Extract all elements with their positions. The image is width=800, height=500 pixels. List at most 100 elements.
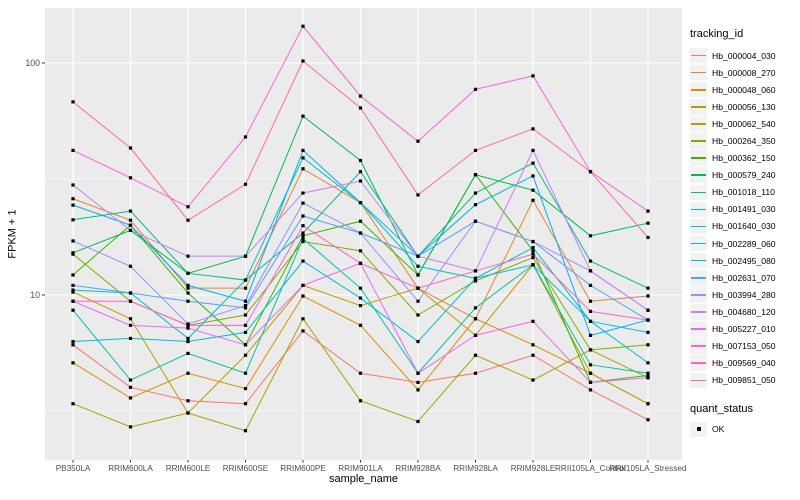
- data-point-Hb_009569_040: [416, 286, 420, 290]
- legend: tracking_id Hb_000004_030 Hb_000008_270 Hb…: [690, 28, 798, 438]
- data-point-Hb_000579_240: [531, 188, 535, 192]
- legend-item-label: Hb_004680_120: [712, 306, 776, 317]
- legend-key-line-icon: [690, 116, 707, 132]
- legend-key-line-icon: [690, 252, 707, 269]
- legend-key-line-icon: [690, 372, 707, 389]
- legend-key-line-icon: [690, 304, 707, 320]
- legend-item-label: Hb_000056_130: [712, 101, 776, 112]
- data-point-Hb_009569_040: [588, 309, 593, 313]
- legend-key-line-icon: [690, 235, 707, 252]
- black-square-marker-icon: [696, 427, 701, 432]
- data-point-Hb_001491_030: [301, 237, 305, 241]
- legend-item-label: Hb_007153_050: [712, 341, 776, 352]
- legend-key-line-icon: [690, 201, 707, 218]
- data-point-Hb_009851_050: [128, 146, 133, 150]
- data-point-Hb_000062_540: [71, 402, 75, 406]
- x-tick-label: RRIM928LA: [453, 464, 498, 473]
- data-point-Hb_000579_240: [473, 173, 478, 177]
- data-point-Hb_000579_240: [646, 221, 650, 225]
- data-point-Hb_000048_060: [473, 317, 478, 321]
- legend-item-label: Hb_002631_070: [712, 272, 776, 283]
- data-point-Hb_000264_350: [358, 249, 363, 253]
- data-point-Hb_007153_050: [301, 24, 305, 28]
- data-point-Hb_003994_280: [358, 231, 363, 235]
- legend-item-label: Hb_009569_040: [712, 358, 776, 369]
- x-tick-label: RRIM600PE: [280, 464, 326, 473]
- legend-key-line-icon: [690, 338, 707, 354]
- data-point-Hb_000056_130: [71, 290, 75, 294]
- data-point-Hb_000004_030: [301, 329, 305, 333]
- data-point-Hb_002631_070: [588, 283, 593, 287]
- data-point-Hb_001018_110: [588, 259, 593, 263]
- legend-line-swatch: [691, 54, 706, 57]
- data-point-Hb_000004_030: [71, 343, 75, 347]
- data-point-Hb_000062_540: [416, 419, 420, 424]
- legend-item: Hb_003994_280: [690, 286, 798, 303]
- legend-item-label: Hb_000048_060: [712, 84, 776, 95]
- data-point-Hb_003994_280: [416, 299, 420, 303]
- y-axis-title: FPKM + 1: [7, 209, 19, 259]
- data-point-Hb_001018_110: [71, 218, 75, 222]
- legend-key-line-icon: [690, 355, 707, 371]
- data-point-Hb_002289_060: [128, 336, 133, 341]
- data-point-Hb_009851_050: [416, 193, 420, 197]
- data-point-Hb_001491_030: [473, 306, 478, 310]
- data-point-Hb_000004_030: [358, 371, 363, 375]
- data-point-Hb_007153_050: [243, 135, 248, 139]
- data-point-Hb_000048_060: [358, 323, 363, 327]
- data-point-Hb_000062_540: [243, 429, 248, 433]
- legend-item-label: Hb_001018_110: [712, 187, 775, 198]
- legend-item-label: Hb_001491_030: [712, 204, 776, 215]
- data-point-Hb_000004_030: [416, 380, 420, 385]
- data-point-Hb_000062_540: [358, 399, 363, 403]
- data-point-Hb_002495_080: [358, 201, 363, 205]
- data-point-Hb_000008_270: [588, 299, 593, 303]
- data-point-Hb_000362_150: [646, 373, 650, 378]
- data-point-Hb_000579_240: [301, 114, 305, 118]
- data-point-Hb_002289_060: [416, 339, 420, 344]
- data-point-Hb_000264_350: [243, 313, 248, 317]
- legend-item: Hb_000579_240: [690, 167, 798, 184]
- data-point-Hb_002289_060: [358, 296, 363, 300]
- legend-line-swatch: [691, 242, 706, 245]
- data-point-Hb_000056_130: [243, 353, 248, 357]
- data-point-Hb_002495_080: [588, 333, 593, 337]
- data-point-Hb_000004_030: [588, 388, 593, 392]
- data-point-Hb_002289_060: [71, 339, 75, 344]
- data-point-Hb_009569_040: [531, 252, 535, 256]
- data-point-Hb_003994_280: [531, 239, 535, 244]
- data-point-Hb_007153_050: [128, 176, 133, 180]
- data-point-Hb_000062_540: [301, 317, 305, 321]
- data-point-Hb_000579_240: [71, 251, 75, 255]
- legend-line-swatch: [691, 276, 706, 279]
- data-point-Hb_005227_010: [186, 326, 190, 330]
- legend-item-label: Hb_000004_030: [712, 50, 776, 61]
- data-point-Hb_003994_280: [128, 264, 133, 268]
- legend-item-label: Hb_000579_240: [712, 170, 776, 181]
- data-point-Hb_007153_050: [473, 87, 478, 91]
- data-point-Hb_002495_080: [243, 299, 248, 303]
- legend-item: Hb_002631_070: [690, 269, 798, 286]
- data-point-Hb_004680_120: [301, 191, 305, 195]
- data-point-Hb_000008_270: [186, 286, 190, 290]
- legend-item-label: Hb_009851_050: [712, 375, 776, 386]
- data-point-Hb_000362_150: [186, 291, 190, 295]
- legend-item: Hb_004680_120: [690, 303, 798, 320]
- legend-line-swatch: [691, 106, 706, 108]
- data-point-Hb_005227_010: [588, 380, 593, 385]
- data-point-Hb_007153_050: [358, 94, 363, 98]
- x-tick-label: RRIM600SE: [223, 464, 269, 473]
- y-tick-label: 100: [25, 58, 40, 68]
- legend-line-swatch: [691, 294, 706, 296]
- data-point-Hb_001018_110: [301, 231, 305, 235]
- data-point-Hb_009569_040: [646, 318, 650, 322]
- legend-item-label: Hb_002289_060: [712, 238, 776, 249]
- data-point-Hb_000579_240: [588, 234, 593, 238]
- legend-key-line-icon: [690, 218, 707, 235]
- legend-line-swatch: [691, 174, 706, 176]
- data-point-Hb_009851_050: [243, 182, 248, 186]
- legend-item: Hb_001018_110: [690, 184, 798, 201]
- data-point-Hb_001491_030: [358, 286, 363, 290]
- data-point-Hb_000008_270: [128, 218, 133, 222]
